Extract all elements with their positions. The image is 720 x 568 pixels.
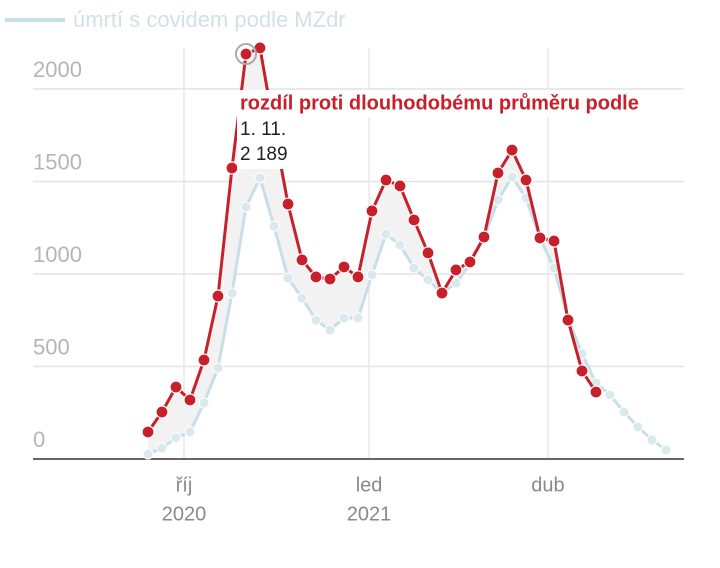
data-point [240, 201, 252, 213]
data-point [282, 272, 294, 284]
data-point [338, 312, 350, 324]
data-point [197, 353, 211, 367]
y-tick-label: 500 [33, 334, 70, 359]
legend-label: úmrtí s covidem podle MZdr [73, 7, 346, 32]
data-point [547, 234, 561, 248]
y-tick-label: 1000 [33, 242, 82, 267]
data-point [352, 312, 364, 324]
data-point [463, 255, 477, 269]
tooltip-value: 2 189 [240, 144, 288, 165]
data-point [295, 253, 309, 267]
tooltip-bg [237, 117, 297, 169]
data-point [141, 425, 155, 439]
data-point [449, 263, 463, 277]
data-point [646, 434, 658, 446]
data-point [421, 246, 435, 260]
data-point [169, 380, 183, 394]
data-point [492, 194, 504, 206]
y-tick-label: 0 [33, 427, 45, 452]
y-tick-label: 1500 [33, 149, 82, 174]
data-point [394, 239, 406, 251]
data-point [211, 289, 225, 303]
data-point [155, 405, 169, 419]
data-point [519, 173, 533, 187]
data-point [212, 362, 224, 374]
tooltip-date: 1. 11. [240, 119, 286, 140]
data-point [407, 213, 421, 227]
data-point [225, 161, 239, 175]
x-tick-label: led [356, 474, 383, 496]
data-point [156, 442, 168, 454]
data-point [337, 260, 351, 274]
data-point [254, 172, 266, 184]
data-point [618, 406, 630, 418]
data-point [604, 389, 616, 401]
data-point [324, 324, 336, 336]
data-point [533, 231, 547, 245]
data-point [309, 270, 323, 284]
data-point [296, 292, 308, 304]
data-point [184, 426, 196, 438]
data-point [505, 143, 519, 157]
x-tick-sublabel: 2020 [162, 503, 207, 525]
tooltip-title: rozdíl proti dlouhodobému průměru podle [240, 92, 639, 114]
x-tick-label: dub [531, 474, 564, 496]
data-point [183, 393, 197, 407]
tooltip-highlight [235, 43, 257, 66]
x-tick-label: říj [176, 474, 193, 496]
y-tick-label: 2000 [33, 57, 82, 82]
data-point [491, 166, 505, 180]
data-point [660, 444, 672, 456]
data-point [351, 270, 365, 284]
data-point [281, 197, 295, 211]
data-point [323, 272, 337, 286]
data-point [365, 204, 379, 218]
data-point [226, 287, 238, 299]
x-tick-sublabel: 2021 [347, 503, 392, 525]
data-point [380, 228, 392, 240]
data-point [477, 230, 491, 244]
data-point [450, 277, 462, 289]
data-point [632, 421, 644, 433]
tooltip-bg [237, 90, 685, 117]
data-point [239, 47, 253, 61]
data-point [170, 432, 182, 444]
data-point [142, 448, 154, 460]
data-point [561, 313, 575, 327]
series-line [147, 175, 667, 456]
data-point [310, 314, 322, 326]
data-point [422, 274, 434, 286]
data-point [268, 220, 280, 232]
data-point [393, 179, 407, 193]
data-point [589, 385, 603, 399]
data-point [575, 364, 589, 378]
data-point [379, 173, 393, 187]
data-point [366, 269, 378, 281]
data-point [506, 171, 518, 183]
data-point [198, 397, 210, 409]
data-point [408, 262, 420, 274]
data-point [435, 286, 449, 300]
